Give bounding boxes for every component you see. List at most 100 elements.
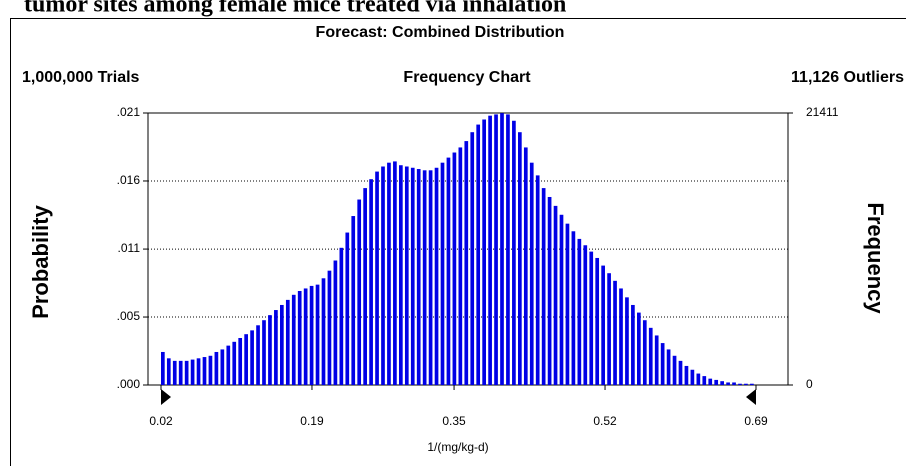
bar <box>292 295 296 385</box>
bar <box>494 114 498 385</box>
y-tick-label: .011 <box>118 241 141 255</box>
bar <box>351 216 355 385</box>
bar <box>524 147 528 385</box>
bar <box>488 116 492 385</box>
bar <box>221 349 225 385</box>
bar <box>161 352 165 385</box>
bar <box>322 278 326 385</box>
bar <box>673 356 677 385</box>
bar <box>447 158 451 385</box>
bar <box>566 224 570 385</box>
y-tick-label: .000 <box>117 377 141 391</box>
bar <box>679 361 683 385</box>
bar <box>732 382 736 385</box>
y2-axis-label: Frequency <box>863 202 888 314</box>
bar <box>631 305 635 385</box>
bar <box>363 188 367 385</box>
bar <box>464 141 468 385</box>
bar <box>583 245 587 385</box>
bar <box>340 248 344 385</box>
bar <box>714 380 718 385</box>
chart-subtitle: Frequency Chart <box>403 69 531 86</box>
bar <box>393 161 397 385</box>
bar <box>203 357 207 385</box>
y-tick-label: .021 <box>117 105 141 119</box>
bar <box>411 168 415 385</box>
bar <box>625 297 629 385</box>
bar <box>637 313 641 385</box>
bar <box>613 281 617 385</box>
bar <box>262 320 266 385</box>
bar <box>357 200 361 385</box>
bar <box>738 384 742 385</box>
bar <box>512 121 516 385</box>
bar <box>209 356 213 385</box>
bar <box>661 343 665 385</box>
bar <box>708 379 712 385</box>
bar <box>595 258 599 385</box>
bar <box>697 374 701 385</box>
bar <box>405 166 409 385</box>
bar <box>548 197 552 385</box>
bar <box>601 266 605 385</box>
bar <box>554 206 558 385</box>
bar <box>649 328 653 385</box>
bar <box>334 261 338 385</box>
bar <box>298 291 302 385</box>
bar <box>250 330 254 385</box>
bar <box>274 310 278 385</box>
chart-title: Forecast: Combined Distribution <box>316 24 565 41</box>
page-caption: tumor sites among female mice treated vi… <box>24 0 566 18</box>
bar <box>750 384 754 385</box>
bar <box>500 113 504 385</box>
bar <box>655 335 659 385</box>
y2-tick-label: 21411 <box>806 105 839 119</box>
x-axis-label: 1/(mg/kg-d) <box>427 440 488 454</box>
bar <box>399 165 403 385</box>
outliers-label: 11,126 Outliers <box>791 69 904 86</box>
bar <box>518 132 522 385</box>
x-tick-label: 0.52 <box>593 414 617 428</box>
bar <box>536 175 540 385</box>
bar <box>744 384 748 385</box>
bar <box>726 382 730 385</box>
bar <box>589 252 593 385</box>
bar <box>387 163 391 385</box>
y-tick-label: .016 <box>117 173 141 187</box>
bar <box>459 147 463 385</box>
bar <box>185 361 189 385</box>
bar <box>702 376 706 385</box>
bar <box>173 361 177 385</box>
bar <box>226 346 230 385</box>
bar <box>572 231 576 385</box>
trials-label: 1,000,000 Trials <box>22 69 140 86</box>
bar <box>167 358 171 385</box>
bar <box>244 334 248 385</box>
y2-tick-label: 0 <box>806 377 813 391</box>
bar <box>476 125 480 385</box>
bar <box>542 188 546 385</box>
bar <box>691 370 695 385</box>
bar <box>232 342 236 385</box>
bar <box>643 320 647 385</box>
bar <box>345 233 349 385</box>
bar <box>560 215 564 385</box>
bar <box>286 300 290 385</box>
bar <box>316 285 320 385</box>
bar <box>470 132 474 385</box>
bar <box>685 366 689 385</box>
bar <box>191 360 195 385</box>
bar <box>435 168 439 385</box>
bar <box>423 170 427 385</box>
bar <box>578 239 582 385</box>
bar <box>720 381 724 385</box>
bar <box>268 315 272 385</box>
bar <box>429 170 433 385</box>
bar <box>328 271 332 385</box>
bar <box>215 352 219 385</box>
bar <box>453 153 457 385</box>
bar <box>179 361 183 385</box>
bar <box>256 325 260 385</box>
bar <box>197 358 201 385</box>
